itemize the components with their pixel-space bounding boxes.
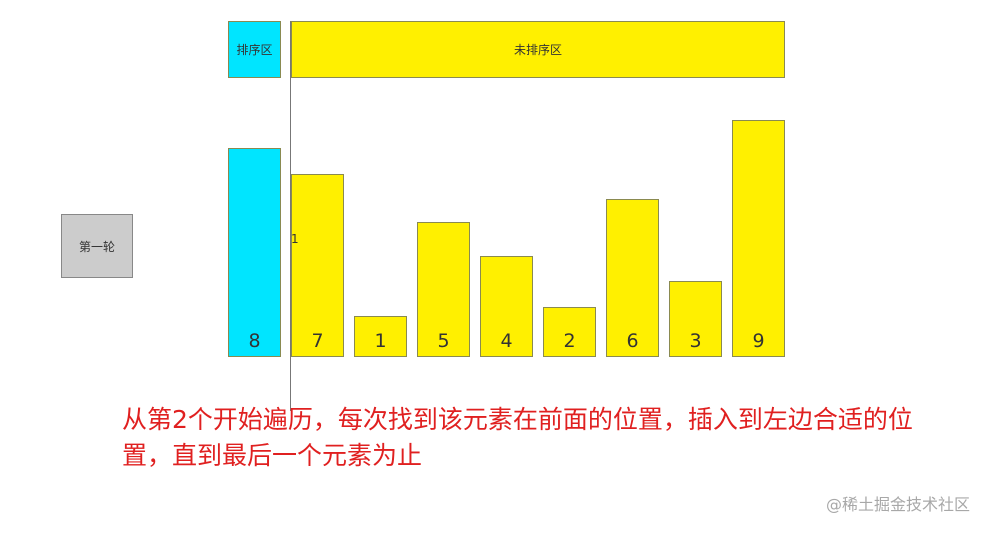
bar-7: 7 bbox=[291, 174, 344, 357]
bar-value-label: 7 bbox=[311, 330, 324, 352]
caption: 从第2个开始遍历，每次找到该元素在前面的位置，插入到左边合适的位置，直到最后一个… bbox=[122, 405, 913, 470]
pointer-label: 1 bbox=[291, 232, 299, 246]
round-label: 第一轮 bbox=[61, 214, 133, 278]
bar-8: 8 bbox=[228, 148, 281, 357]
bar-value-label: 4 bbox=[500, 330, 513, 352]
divider-line bbox=[290, 21, 291, 411]
bar-value-label: 1 bbox=[374, 330, 387, 352]
bar-4: 4 bbox=[480, 256, 533, 357]
bar-value-label: 2 bbox=[563, 330, 576, 352]
bar-2: 2 bbox=[543, 307, 596, 357]
watermark: @稀土掘金技术社区 bbox=[825, 495, 970, 514]
sorted-zone-header: 排序区 bbox=[228, 21, 281, 78]
bar-9: 9 bbox=[732, 120, 785, 357]
bar-value-label: 9 bbox=[752, 330, 765, 352]
bar-1: 1 bbox=[354, 316, 407, 357]
bar-value-label: 5 bbox=[437, 330, 450, 352]
bar-3: 3 bbox=[669, 281, 722, 357]
bar-6: 6 bbox=[606, 199, 659, 357]
bar-value-label: 8 bbox=[248, 330, 261, 352]
bar-value-label: 3 bbox=[689, 330, 702, 352]
unsorted-zone-header: 未排序区 bbox=[291, 21, 785, 78]
bar-value-label: 6 bbox=[626, 330, 639, 352]
bar-5: 5 bbox=[417, 222, 470, 357]
